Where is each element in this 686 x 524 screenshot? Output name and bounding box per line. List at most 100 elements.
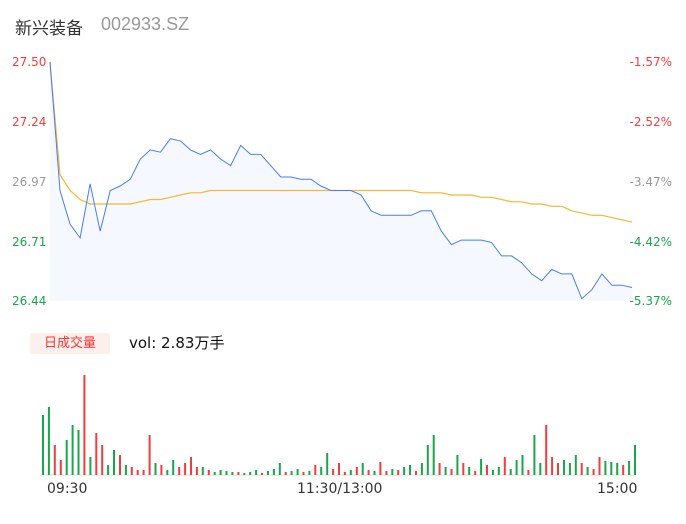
volume-bar <box>634 445 636 475</box>
volume-bar <box>326 453 329 475</box>
volume-bar <box>272 469 275 475</box>
daily-volume-tab[interactable]: 日成交量 <box>30 333 110 354</box>
volume-bar <box>563 460 565 475</box>
volume-bar <box>592 469 595 475</box>
volume-bar <box>184 463 187 475</box>
volume-bars <box>42 375 636 475</box>
volume-bar <box>195 467 198 475</box>
volume-bar <box>379 462 382 475</box>
volume-bar <box>308 471 311 475</box>
volume-bar <box>142 470 145 475</box>
volume-bar <box>320 467 323 475</box>
volume-bar <box>438 463 441 475</box>
price-tick: 27.24 <box>12 115 47 129</box>
volume-bar <box>444 467 447 475</box>
volume-bar <box>53 445 56 475</box>
volume-bar <box>65 440 68 475</box>
volume-bar <box>426 445 429 475</box>
volume-bar <box>521 455 524 475</box>
volume-bar <box>166 470 169 475</box>
volume-bar <box>113 450 115 475</box>
volume-bar <box>468 467 471 475</box>
volume-bar <box>267 471 269 475</box>
volume-bar <box>622 465 625 475</box>
volume-bar <box>148 435 151 475</box>
volume-bar <box>107 465 110 475</box>
price-tick: 26.97 <box>12 175 47 189</box>
volume-bar <box>278 463 281 475</box>
volume-bar <box>456 455 459 475</box>
volume-bar <box>83 375 86 475</box>
price-tick: 26.71 <box>12 235 47 249</box>
volume-readout: vol: 2.83万手 <box>129 334 225 352</box>
time-label-midday: 11:30/13:00 <box>297 481 383 497</box>
time-label-close: 15:00 <box>597 481 638 497</box>
volume-bar <box>568 463 571 475</box>
volume-bar <box>509 469 512 475</box>
volume-bar <box>420 463 423 475</box>
volume-bar <box>42 415 44 475</box>
volume-bar <box>136 470 139 475</box>
volume-bar <box>261 473 263 475</box>
volume-bar <box>130 467 133 475</box>
volume-bar <box>231 472 234 475</box>
volume-bar <box>343 472 346 475</box>
volume-bar <box>604 461 607 475</box>
volume-bar <box>515 460 518 475</box>
volume-bar <box>450 469 453 475</box>
volume-bar <box>160 465 163 475</box>
volume-bar <box>190 457 192 475</box>
volume-bar <box>119 455 121 475</box>
stock-name: 新兴装备 <box>15 19 83 39</box>
pct-tick: -1.57% <box>629 55 672 69</box>
volume-bar <box>367 470 370 475</box>
volume-bar <box>225 471 228 475</box>
volume-bar <box>249 472 252 475</box>
volume-bar <box>296 469 299 475</box>
pct-tick: -3.47% <box>629 175 672 189</box>
volume-bar <box>491 470 494 475</box>
volume-bar <box>237 472 240 475</box>
volume-bar <box>497 467 500 475</box>
volume-bar <box>213 472 216 475</box>
volume-bar <box>598 457 601 475</box>
volume-bar <box>545 425 548 475</box>
volume-bar <box>610 462 613 475</box>
volume-bar <box>284 472 287 475</box>
volume-bar <box>373 471 376 475</box>
volume-bar <box>172 460 175 475</box>
volume-bar <box>628 461 631 475</box>
volume-bar <box>391 469 394 475</box>
volume-bar <box>59 460 62 475</box>
volume-bar <box>480 459 483 475</box>
volume-bar <box>409 465 411 475</box>
volume-bar <box>338 463 340 475</box>
volume-bar <box>586 467 589 475</box>
volume-bar <box>255 470 258 475</box>
volume-bar <box>403 467 406 475</box>
volume-bar <box>539 463 542 475</box>
volume-bar <box>178 467 181 475</box>
volume-bar <box>361 463 364 475</box>
volume-bar <box>616 463 619 475</box>
volume-bar <box>385 471 388 475</box>
price-area <box>50 62 632 301</box>
volume-bar <box>332 469 335 475</box>
volume-bar <box>314 465 317 475</box>
volume-bar <box>397 470 400 475</box>
volume-bar <box>302 472 305 475</box>
volume-bar <box>201 467 204 475</box>
volume-bar <box>580 463 583 475</box>
volume-bar <box>89 457 92 475</box>
volume-bar <box>415 471 417 475</box>
price-line <box>49 61 633 300</box>
time-label-open: 09:30 <box>47 481 88 497</box>
volume-bar <box>124 465 127 475</box>
volume-bar <box>47 407 50 475</box>
volume-bar <box>290 471 293 475</box>
volume-bar <box>77 430 80 475</box>
pct-tick: -4.42% <box>629 235 672 249</box>
volume-bar <box>95 433 98 475</box>
volume-bar <box>154 463 157 475</box>
